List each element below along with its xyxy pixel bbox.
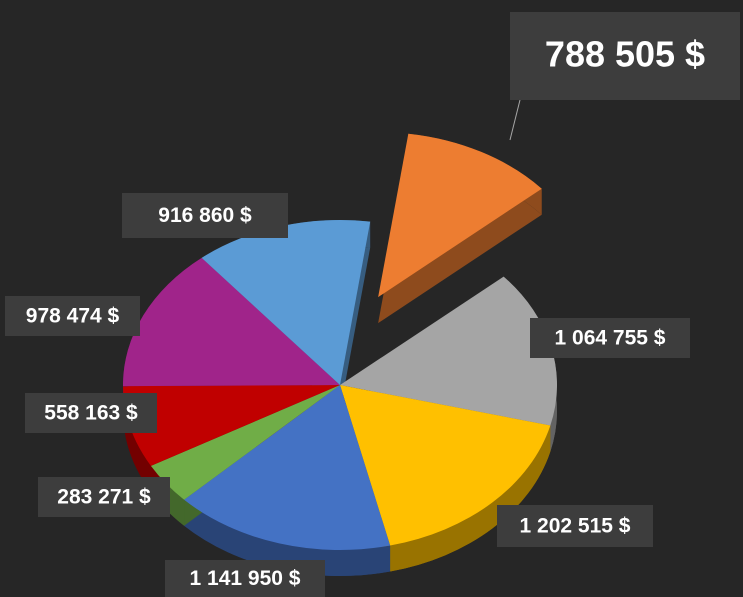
label-box — [5, 296, 140, 336]
slice-side — [123, 386, 151, 492]
leader-line — [509, 99, 521, 141]
pie-slice — [184, 385, 391, 550]
data-label: 1 202 515 $ — [520, 515, 631, 538]
pie-slice — [340, 276, 557, 426]
data-label: 788 505 $ — [545, 34, 705, 75]
label-box — [122, 193, 288, 238]
data-label: 916 860 $ — [158, 204, 252, 227]
pie-slice — [340, 385, 551, 546]
data-label: 283 271 $ — [57, 486, 151, 509]
label-box — [165, 560, 325, 597]
pie-slice — [150, 385, 340, 500]
label-box — [25, 393, 157, 433]
pie-slice — [123, 257, 340, 387]
data-label: 1 064 755 $ — [555, 327, 666, 350]
pie-tops — [123, 133, 557, 550]
slice-side — [390, 425, 551, 572]
label-box — [38, 477, 170, 517]
label-box — [530, 318, 690, 358]
data-label: 558 163 $ — [44, 402, 138, 425]
slice-side — [184, 499, 391, 576]
pie-slice — [201, 220, 371, 385]
label-box — [497, 505, 653, 547]
data-label: 1 141 950 $ — [190, 567, 301, 590]
label-box — [510, 12, 740, 100]
data-labels: 788 505 $ 1 064 755 $ 1 202 515 $ 1 141 950… — [5, 12, 740, 597]
data-label: 978 474 $ — [26, 305, 120, 328]
pie-slice — [123, 385, 340, 466]
pie-slice — [378, 133, 542, 298]
